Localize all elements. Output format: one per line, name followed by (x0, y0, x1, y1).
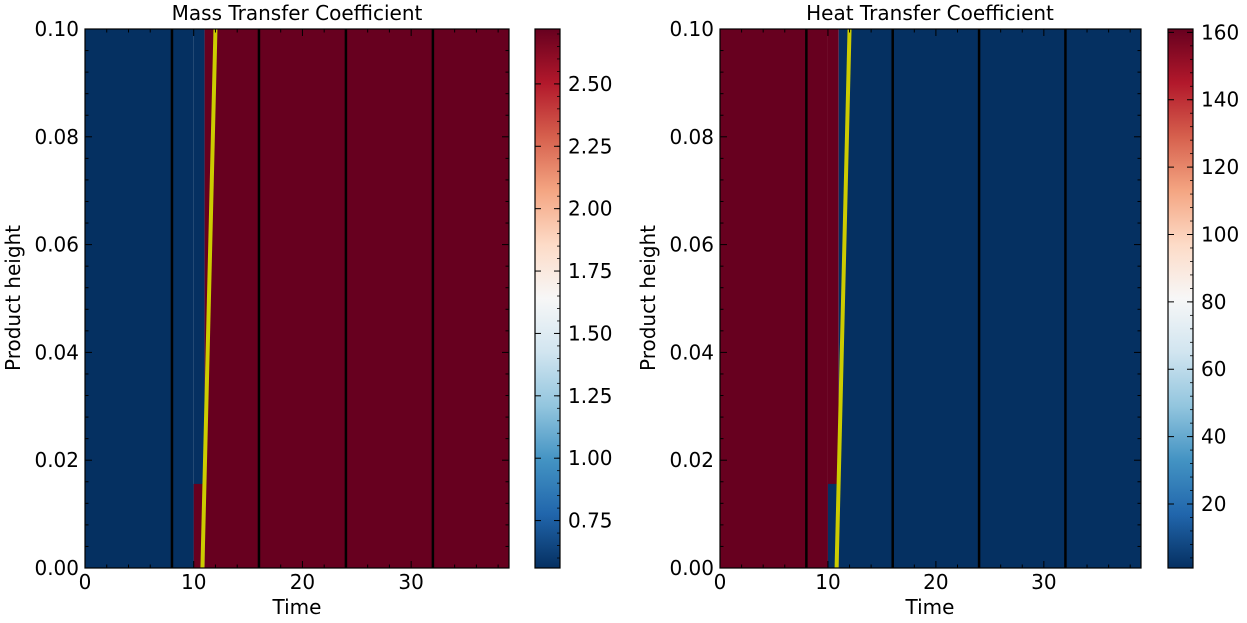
y-tick-label: 0.04 (34, 340, 79, 364)
colorbar-tick-label: 2.25 (568, 134, 613, 158)
y-tick-label: 0.00 (34, 556, 79, 580)
colorbar-tick-label: 1.75 (568, 259, 613, 283)
y-tick-label: 0.06 (34, 233, 79, 257)
y-axis-label: Product height (636, 225, 660, 371)
sublimation-front-line (200, 28, 218, 569)
colorbar-tick-label: 20 (1201, 492, 1226, 516)
colorbar-tick-label: 2.00 (568, 197, 613, 221)
y-tick-label: 0.02 (669, 448, 714, 472)
mass-transfer-panel: Mass Transfer Coefficient 0 10 20 30 0.00 0.0… (1, 1, 613, 619)
colorbar-tick-label: 2.50 (568, 72, 613, 96)
colorbar-tick-label: 40 (1201, 425, 1226, 449)
heat-transfer-panel: Heat Transfer Coefficient 0 10 20 30 0.00 0.0… (636, 1, 1239, 619)
y-tick-label: 0.10 (34, 17, 79, 41)
x-tick-label: 10 (181, 570, 206, 594)
x-tick-label: 20 (290, 570, 315, 594)
heatmap-cell (204, 29, 510, 568)
colorbar-gradient (534, 28, 561, 569)
y-axis-label: Product height (1, 225, 25, 371)
colorbar-tick-label: 140 (1201, 88, 1239, 112)
chart-title: Mass Transfer Coefficient (172, 1, 423, 25)
colorbar-tick-label: 120 (1201, 155, 1239, 179)
colorbar-tick-label: 0.75 (568, 509, 613, 533)
heatmap-cell (720, 29, 828, 568)
y-tick-label: 0.04 (669, 340, 714, 364)
colorbar-gradient (1167, 28, 1194, 569)
y-tick-label: 0.02 (34, 448, 79, 472)
y-tick-label: 0.06 (669, 233, 714, 257)
heatmap-cell (85, 29, 194, 568)
colorbar-tick-label: 1.25 (568, 384, 613, 408)
plot-area: 0 10 20 30 0.00 0.02 0.04 0.06 0.08 0.10 (34, 17, 510, 594)
colorbar: 0.75 1.00 1.25 1.50 1.75 2.00 2.25 2.50 (534, 28, 613, 569)
colorbar-tick-label: 160 (1201, 20, 1239, 44)
plot-frame (719, 28, 1142, 569)
heatmap-cell (827, 483, 839, 568)
colorbar-tick-label: 80 (1201, 290, 1226, 314)
x-axis-label: Time (905, 595, 955, 619)
x-tick-label: 0 (79, 570, 92, 594)
y-tick-label: 0.10 (669, 17, 714, 41)
colorbar-tick-label: 1.00 (568, 446, 613, 470)
plot-frame (84, 28, 510, 569)
heatmap-cell (193, 483, 205, 568)
colorbar-tick-label: 60 (1201, 357, 1226, 381)
x-tick-label: 0 (714, 570, 727, 594)
y-tick-label: 0.00 (669, 556, 714, 580)
heatmap-cell (193, 29, 205, 568)
sublimation-front-line (834, 28, 852, 569)
plot-area: 0 10 20 30 0.00 0.02 0.04 0.06 0.08 0.10 (669, 17, 1142, 594)
y-tick-label: 0.08 (34, 125, 79, 149)
chart-title: Heat Transfer Coefficient (806, 1, 1054, 25)
x-tick-label: 20 (923, 570, 948, 594)
x-tick-label: 30 (398, 570, 423, 594)
colorbar: 20 40 60 80 100 120 140 160 (1167, 20, 1239, 569)
colorbar-tick-label: 1.50 (568, 321, 613, 345)
heatmap-cell (827, 29, 839, 568)
y-tick-label: 0.08 (669, 125, 714, 149)
heatmap-cell (838, 29, 1141, 568)
x-tick-label: 30 (1031, 570, 1056, 594)
x-tick-label: 10 (815, 570, 840, 594)
x-axis-label: Time (272, 595, 322, 619)
colorbar-tick-label: 100 (1201, 222, 1239, 246)
